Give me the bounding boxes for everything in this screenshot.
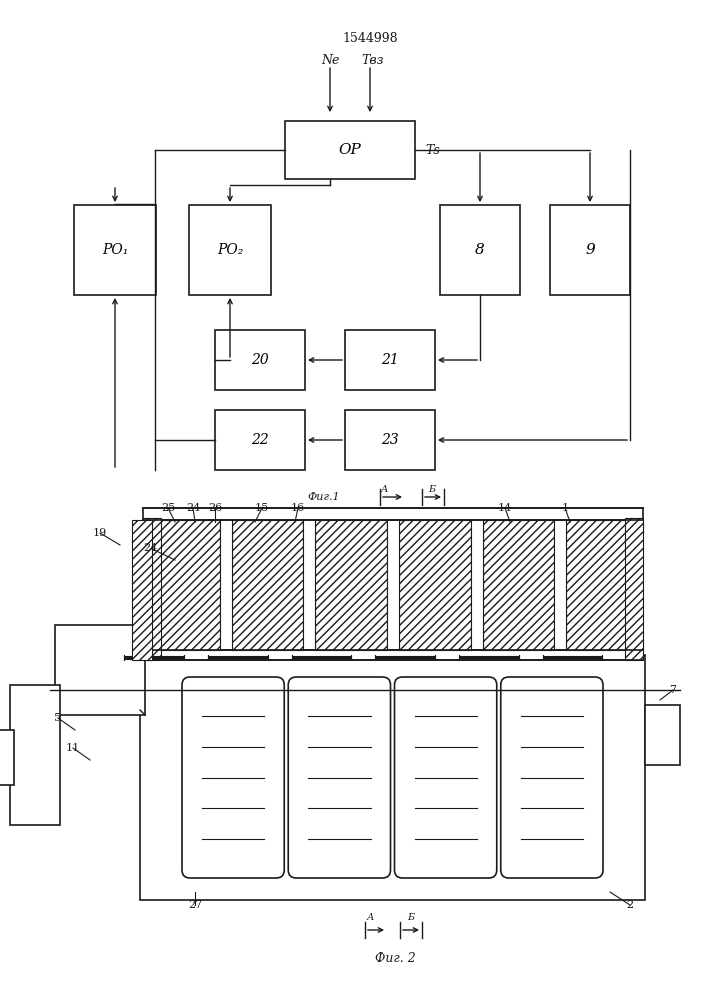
Text: Б: Б	[428, 485, 436, 493]
Text: Фиг. 2: Фиг. 2	[375, 952, 416, 964]
Bar	[345, 330, 435, 390]
Bar	[143, 518, 161, 660]
Text: А: А	[366, 914, 374, 922]
Text: Фиг.1: Фиг.1	[308, 492, 340, 502]
Text: 24: 24	[186, 503, 200, 513]
Bar	[220, 521, 232, 649]
Bar	[143, 508, 643, 520]
Bar	[148, 520, 220, 650]
FancyBboxPatch shape	[288, 677, 390, 878]
Text: PO₂: PO₂	[217, 243, 243, 257]
Text: OP: OP	[339, 143, 361, 157]
FancyBboxPatch shape	[182, 677, 284, 878]
Bar	[399, 520, 471, 650]
Text: Tѕ: Tѕ	[426, 143, 440, 156]
Bar	[74, 205, 156, 295]
Bar	[554, 521, 566, 649]
Bar	[285, 121, 415, 179]
FancyBboxPatch shape	[501, 677, 603, 878]
Bar	[566, 520, 638, 650]
Text: 19: 19	[93, 528, 107, 538]
Bar	[483, 520, 554, 650]
Bar	[215, 410, 305, 470]
Bar	[232, 520, 303, 650]
Bar	[315, 520, 387, 650]
Bar	[550, 205, 630, 295]
Bar	[471, 521, 483, 649]
Bar	[440, 205, 520, 295]
Text: 22: 22	[251, 433, 269, 447]
Text: 21: 21	[381, 353, 399, 367]
Bar	[215, 330, 305, 390]
Text: 5: 5	[54, 713, 62, 723]
Text: PO₁: PO₁	[102, 243, 128, 257]
Text: 23: 23	[381, 433, 399, 447]
Text: 16: 16	[291, 503, 305, 513]
Text: 27: 27	[188, 900, 202, 910]
Text: 14: 14	[498, 503, 512, 513]
Text: 25: 25	[161, 503, 175, 513]
Text: 15: 15	[255, 503, 269, 513]
Bar	[189, 205, 271, 295]
Text: 20: 20	[251, 353, 269, 367]
Text: 1: 1	[561, 503, 568, 513]
Text: 24: 24	[143, 543, 157, 553]
Bar	[0, 730, 14, 785]
Bar	[303, 521, 315, 649]
Bar	[645, 705, 680, 765]
Text: Б: Б	[407, 914, 414, 922]
Text: 26: 26	[208, 503, 222, 513]
Bar	[387, 521, 399, 649]
Text: 9: 9	[585, 243, 595, 257]
Bar	[625, 518, 643, 660]
Bar	[132, 520, 152, 660]
Bar	[345, 410, 435, 470]
Bar	[10, 685, 60, 825]
Text: 2: 2	[626, 900, 633, 910]
Text: Tвз: Tвз	[362, 53, 384, 66]
Text: Nе: Nе	[321, 53, 339, 66]
Bar	[143, 650, 643, 660]
Text: 7: 7	[670, 685, 677, 695]
Text: 1544998: 1544998	[342, 31, 398, 44]
Bar	[55, 625, 145, 715]
Text: А: А	[380, 485, 387, 493]
Text: 8: 8	[475, 243, 485, 257]
Text: 11: 11	[66, 743, 80, 753]
Bar	[140, 655, 645, 900]
FancyBboxPatch shape	[395, 677, 497, 878]
